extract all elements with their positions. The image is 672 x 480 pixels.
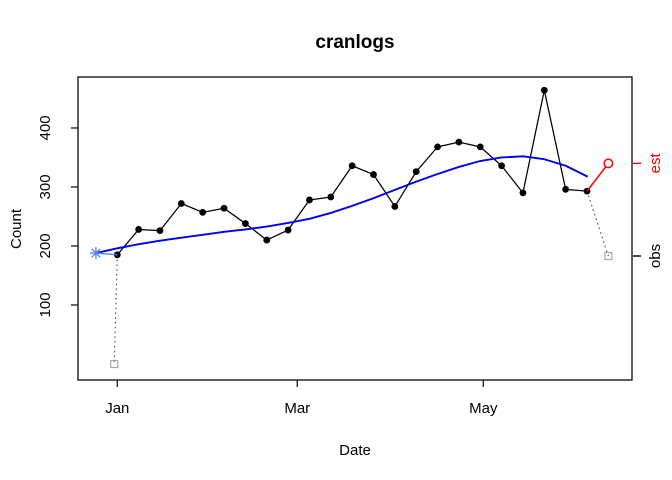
observed-point: [455, 138, 463, 146]
forecast-open-circle: [603, 158, 614, 169]
observed-point: [306, 196, 313, 204]
x-tick-label: Mar: [284, 400, 310, 417]
observed-point: [284, 226, 292, 234]
observed-point: [476, 143, 484, 151]
right-axis-label-obs: obs: [647, 244, 664, 268]
observed-point: [156, 227, 164, 235]
observed-point: [391, 203, 399, 210]
partial-obs-right-square-marker: [604, 251, 613, 261]
plot-border: [77, 76, 633, 381]
observed-point: [562, 185, 570, 193]
observed-point: [177, 200, 185, 207]
observed-point: [242, 220, 249, 227]
observed-point: [199, 208, 207, 216]
observed-point: [519, 189, 527, 197]
observed-point: [348, 162, 356, 170]
smooth-trend-line: [94, 155, 588, 255]
observed-point: [370, 171, 377, 178]
observed-point: [327, 193, 335, 201]
partial-obs-right-dotted-line: [586, 190, 609, 257]
partial-obs-left-dotted-line: [113, 254, 118, 364]
y-tick-label: 400: [37, 115, 54, 140]
forecast-line: [586, 162, 609, 192]
observed-point: [498, 162, 505, 170]
observed-point: [540, 86, 548, 94]
right-axis-label-est: est: [647, 153, 664, 174]
chart-title: cranlogs: [315, 32, 394, 53]
observed-line: [116, 89, 588, 256]
x-axis-title: Date: [339, 442, 371, 459]
x-tick-label: Jan: [105, 400, 129, 417]
observed-point: [135, 226, 143, 233]
x-tick-label: May: [469, 400, 498, 417]
y-tick-label: 100: [37, 292, 54, 317]
y-tick-label: 200: [37, 233, 54, 258]
observed-point: [434, 143, 441, 151]
observed-point: [412, 168, 420, 176]
partial-obs-left-square-marker: [110, 359, 119, 369]
observed-point: [113, 251, 121, 259]
observed-point: [263, 236, 271, 244]
y-tick-label: 300: [37, 174, 54, 199]
start-asterisk-marker: [91, 248, 101, 258]
y-axis-title: Count: [8, 208, 25, 249]
observed-point: [220, 204, 228, 212]
